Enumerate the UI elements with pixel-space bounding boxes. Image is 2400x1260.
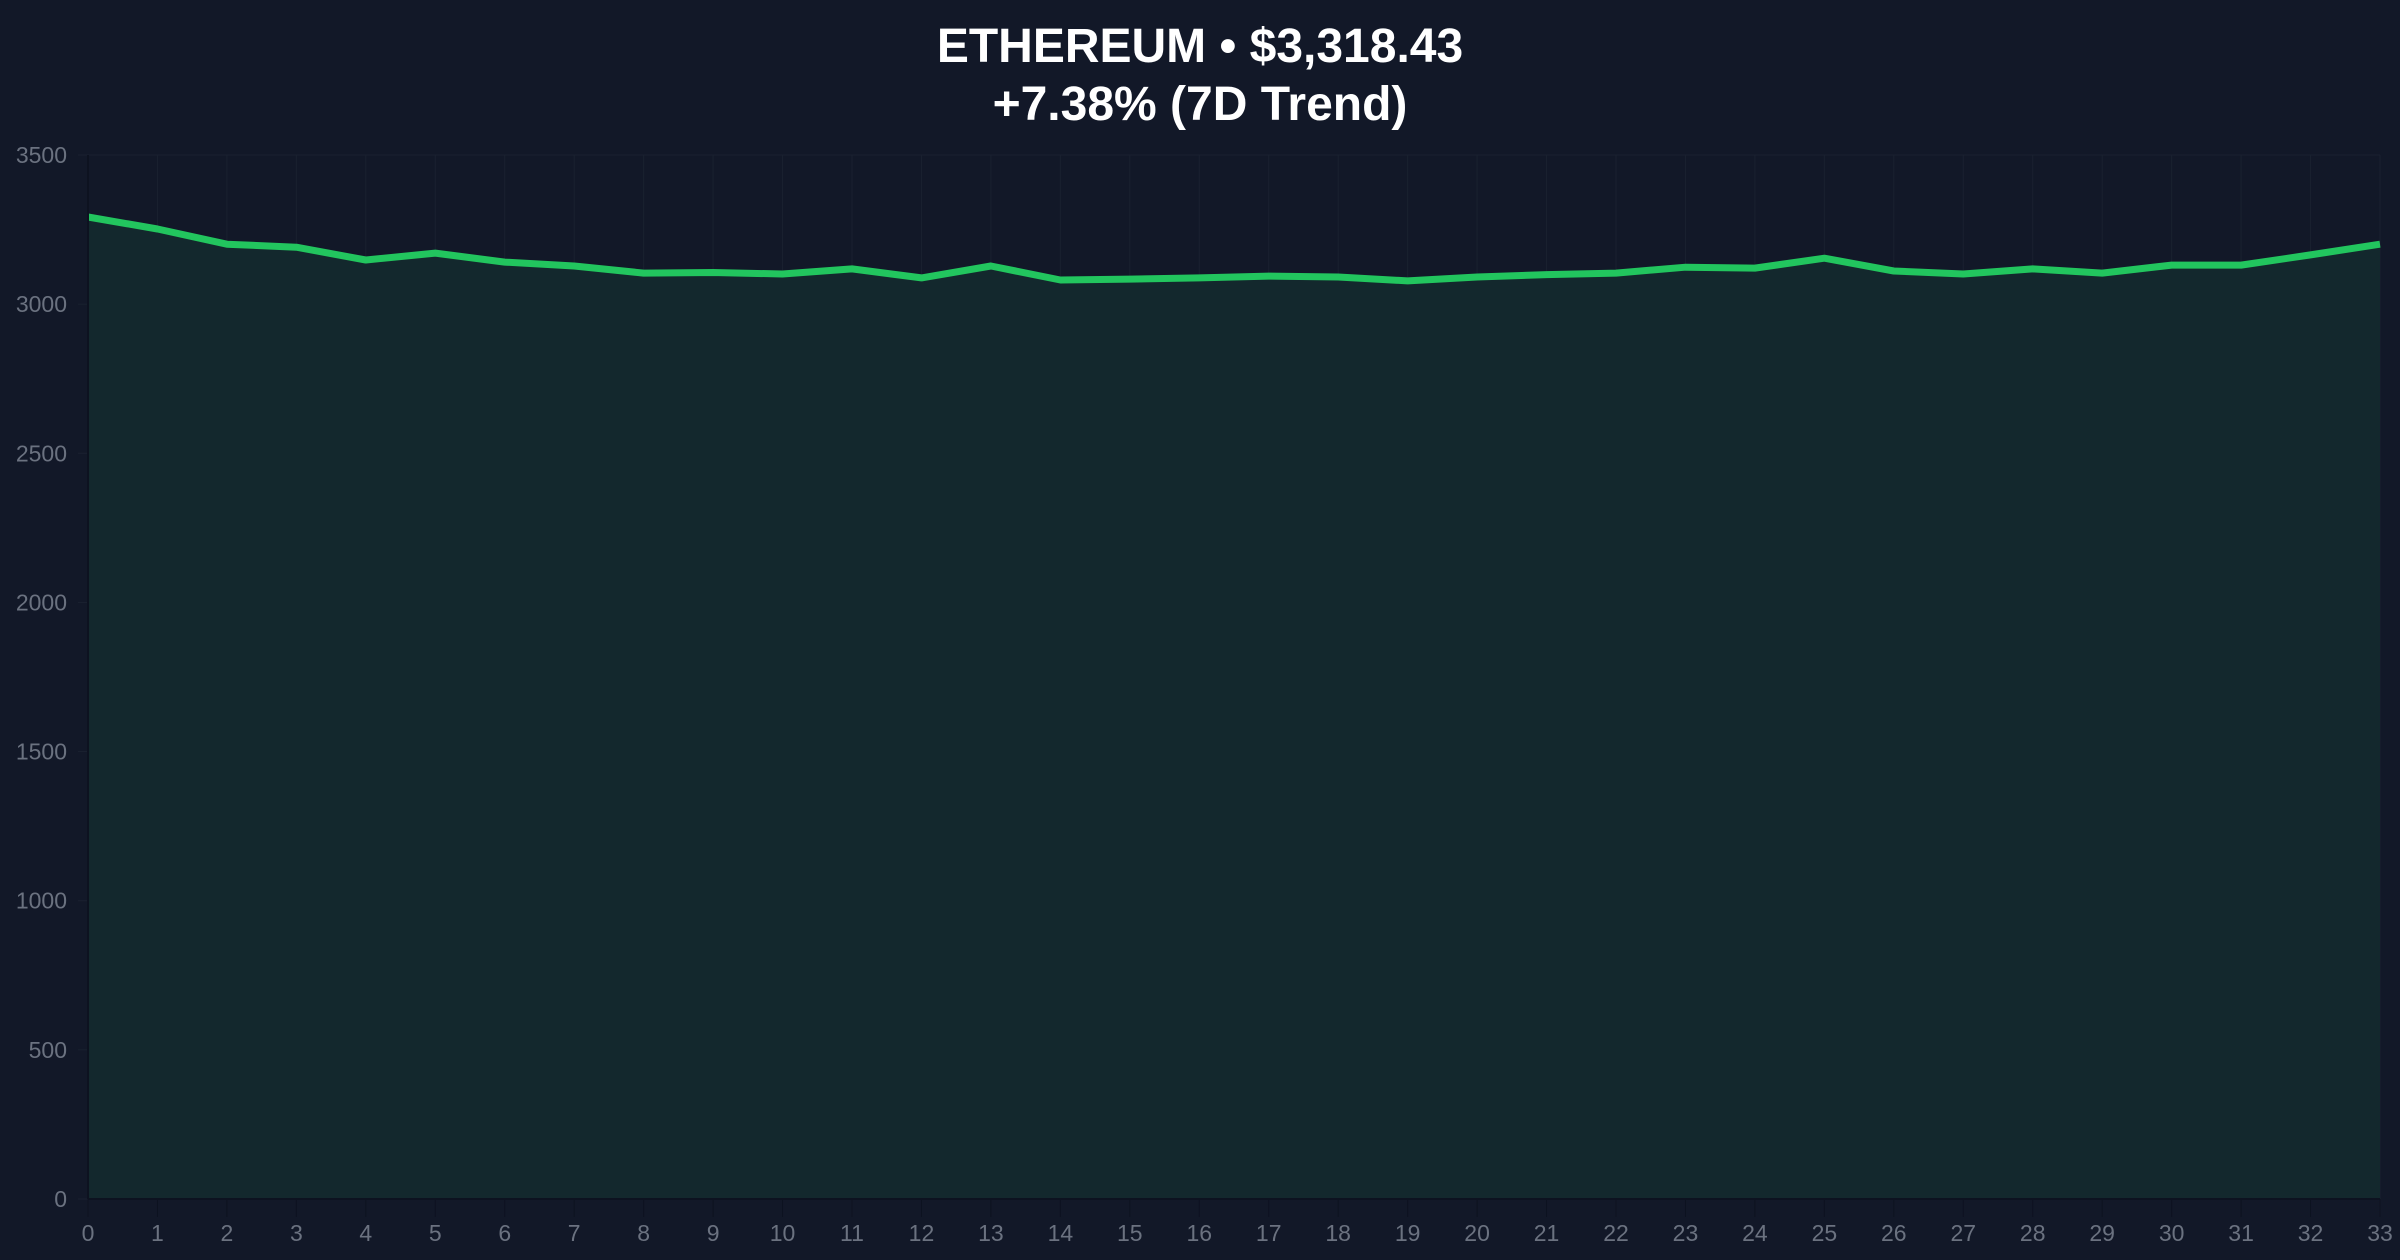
x-tick-label: 2 [221, 1220, 234, 1246]
x-tick-label: 7 [568, 1220, 581, 1246]
x-tick-label: 25 [1812, 1220, 1838, 1246]
y-tick-label: 2500 [16, 440, 67, 466]
y-tick-label: 3500 [16, 142, 67, 168]
x-tick-label: 27 [1950, 1220, 1976, 1246]
x-tick-label: 21 [1534, 1220, 1560, 1246]
x-tick-label: 14 [1048, 1220, 1074, 1246]
x-tick-label: 9 [707, 1220, 720, 1246]
x-tick-label: 13 [978, 1220, 1004, 1246]
x-tick-label: 10 [770, 1220, 796, 1246]
price-area-fill [88, 217, 2380, 1199]
price-line [87, 213, 2381, 285]
x-tick-label: 31 [2228, 1220, 2254, 1246]
chart-title-line-1: ETHEREUM • $3,318.43 [936, 20, 1464, 73]
y-tick-label: 3000 [16, 291, 67, 317]
x-tick-label: 3 [290, 1220, 303, 1246]
chart-title: ETHEREUM • $3,318.43 +7.38% (7D Trend) [0, 18, 2400, 134]
x-tick-label: 20 [1464, 1220, 1490, 1246]
x-tick-label: 11 [840, 1220, 864, 1246]
y-tick-label: 0 [54, 1186, 67, 1212]
y-tick-label: 1000 [16, 888, 67, 914]
x-tick-label: 5 [429, 1220, 442, 1246]
x-tick-label: 0 [82, 1220, 95, 1246]
x-tick-label: 19 [1395, 1220, 1421, 1246]
chart-title-line-2: +7.38% (7D Trend) [992, 78, 1408, 131]
x-tick-label: 17 [1256, 1220, 1282, 1246]
x-tick-label: 22 [1603, 1220, 1629, 1246]
x-tick-label: 32 [2298, 1220, 2324, 1246]
y-tick-label: 1500 [16, 739, 67, 765]
x-tick-label: 24 [1742, 1220, 1768, 1246]
x-tick-label: 12 [909, 1220, 935, 1246]
y-tick-label: 2000 [16, 589, 67, 615]
x-tick-label: 15 [1117, 1220, 1143, 1246]
x-tick-label: 8 [637, 1220, 650, 1246]
x-tick-label: 16 [1186, 1220, 1212, 1246]
x-tick-label: 6 [498, 1220, 511, 1246]
x-tick-label: 29 [2089, 1220, 2115, 1246]
x-tick-label: 23 [1673, 1220, 1699, 1246]
x-tick-label: 18 [1325, 1220, 1351, 1246]
y-tick-label: 500 [29, 1037, 67, 1063]
x-tick-label: 30 [2159, 1220, 2185, 1246]
x-tick-label: 4 [359, 1220, 372, 1246]
x-tick-label: 28 [2020, 1220, 2046, 1246]
x-tick-label: 1 [151, 1220, 164, 1246]
x-tick-label: 33 [2367, 1220, 2393, 1246]
x-tick-label: 26 [1881, 1220, 1907, 1246]
